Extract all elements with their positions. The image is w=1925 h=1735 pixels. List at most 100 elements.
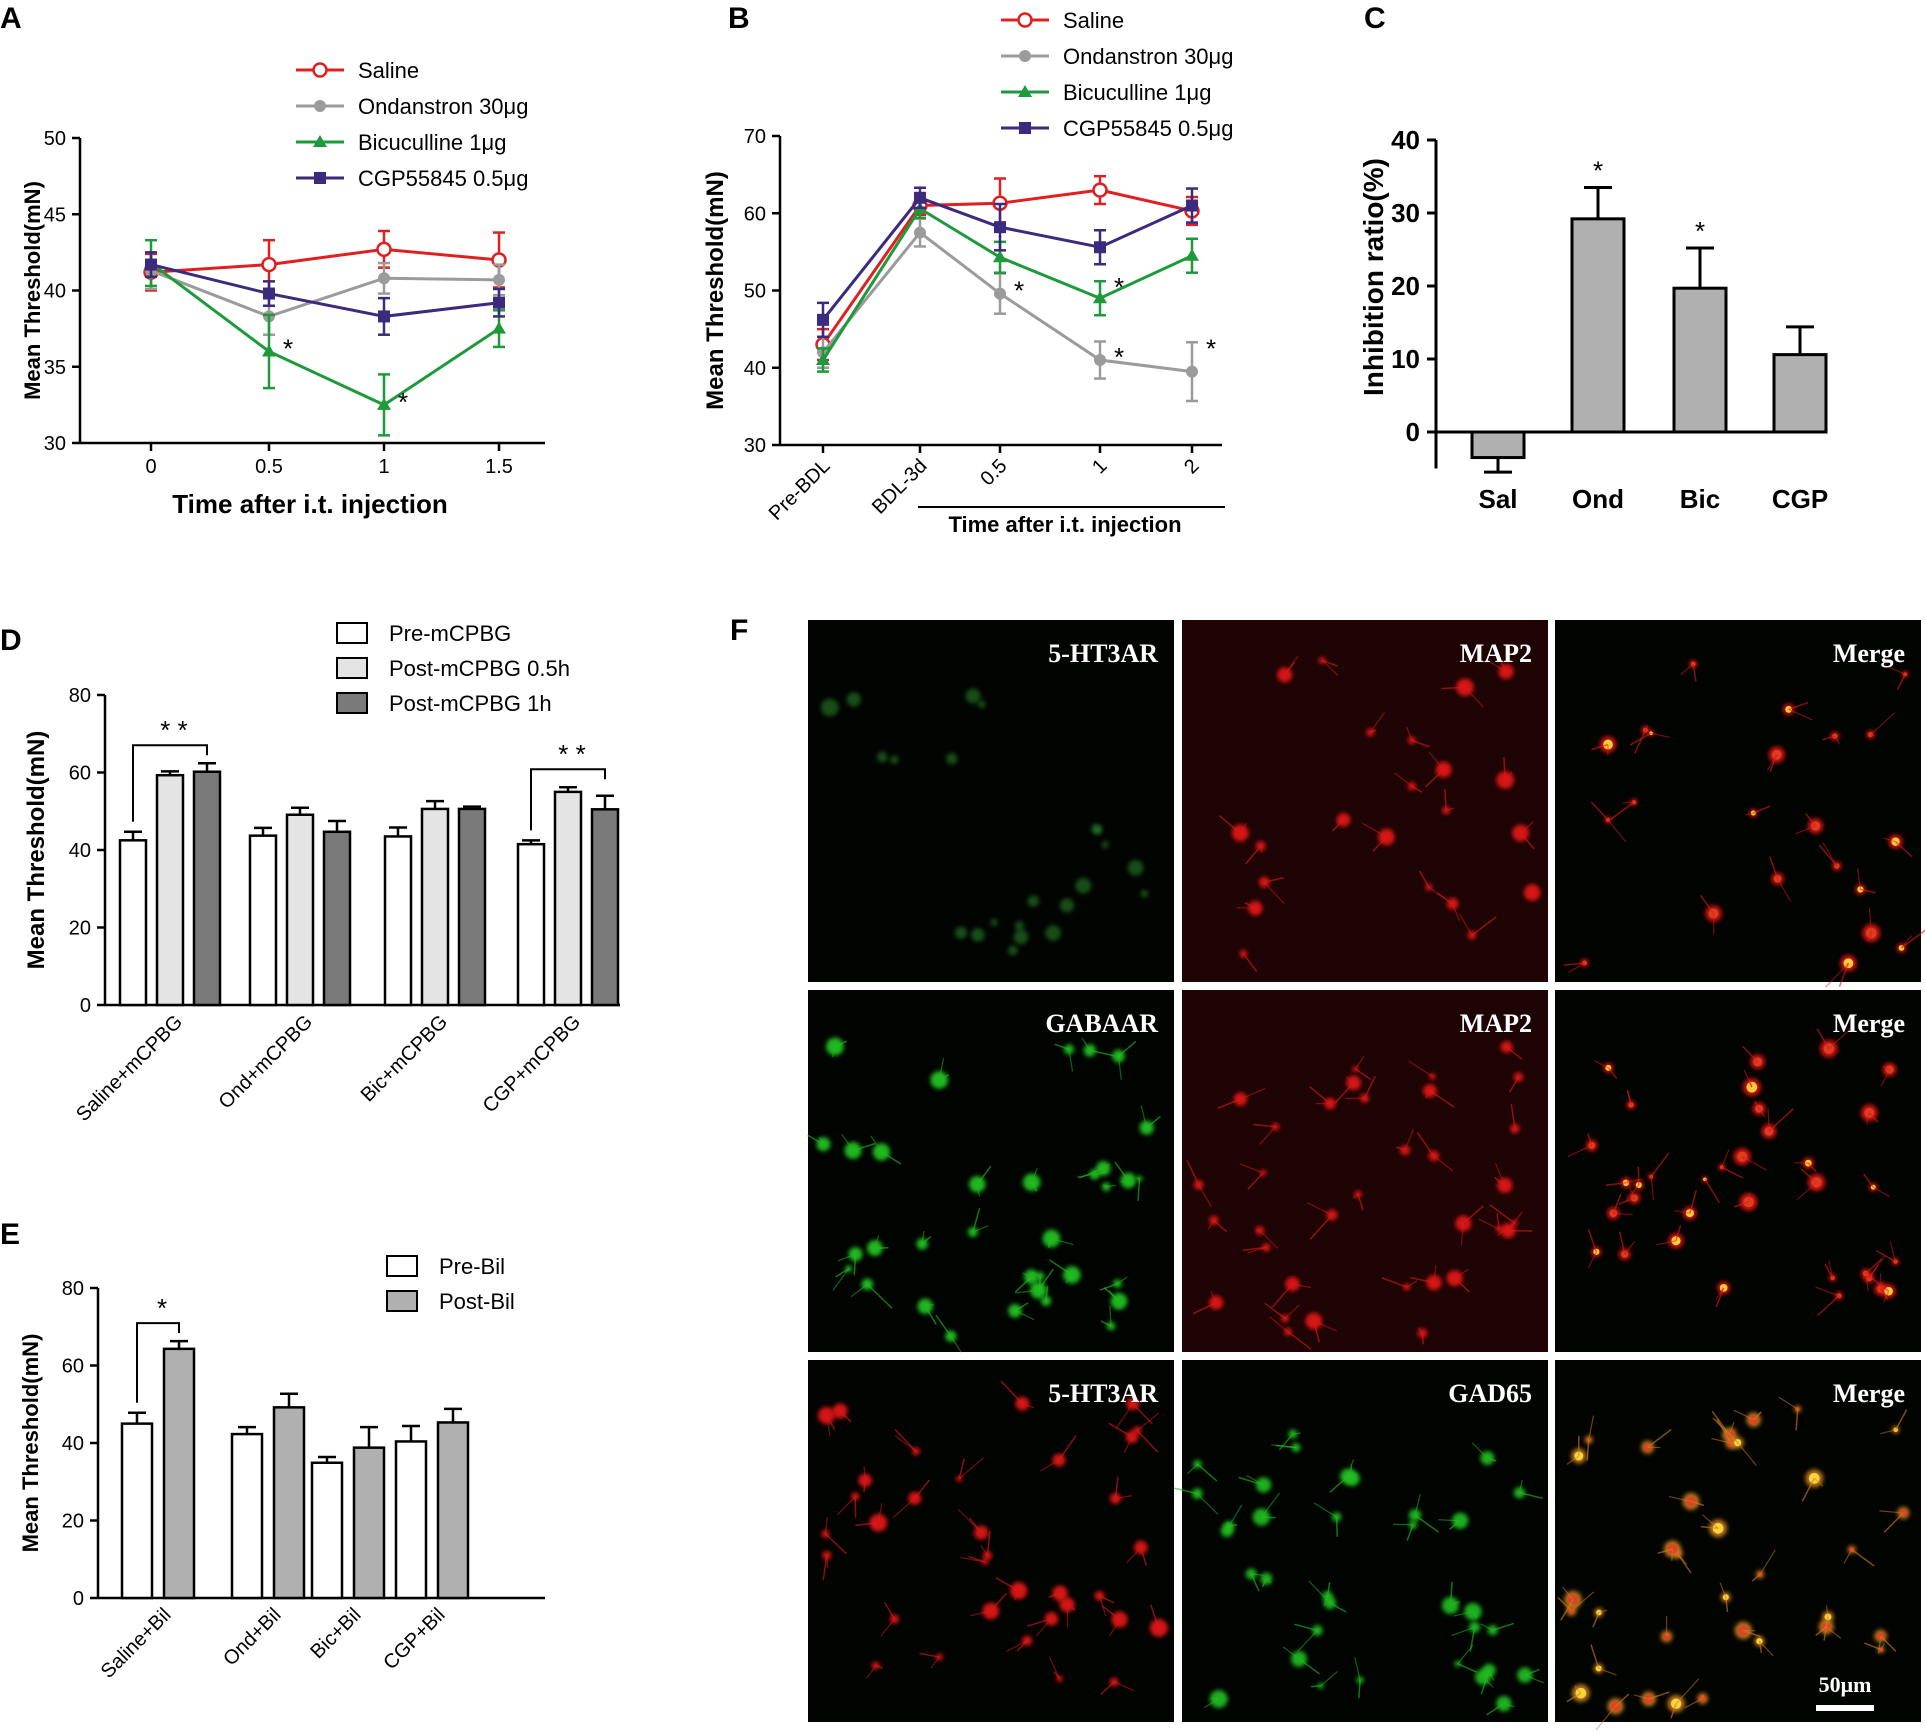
cell-process [1369,712,1386,733]
cell-body [1013,929,1029,945]
legend-label: Ondanstron 30μg [1063,44,1233,69]
cell-process [1486,1703,1505,1716]
cell-process [1419,870,1430,888]
cell-process [1192,1302,1217,1315]
cell-process [1103,1163,1110,1169]
cell-process [1895,841,1913,858]
significance-mark: * * [558,739,585,769]
x-tick-label: BDL-3d [868,455,932,519]
cell-process [1242,1246,1267,1251]
cell-process [1880,1635,1897,1652]
cell-process [1321,659,1339,676]
cell-process [1264,1302,1286,1319]
micrograph-panel: 5-HT3AR MAP2 Merge GABAAR MAP2 Merge 5-HT3AR GA… [807,620,1925,1731]
x-tick-label: 2 [1180,455,1203,478]
cell-process [1788,701,1809,711]
cell-body [1014,921,1025,931]
y-tick-label: 20 [62,1511,84,1533]
cell-process [1259,1126,1276,1145]
cell-process [1174,1487,1198,1495]
cell-process [1352,1193,1359,1199]
cell-process [1508,1076,1520,1093]
cell-process [914,1479,930,1499]
cell-process [1108,1290,1120,1302]
cell-process [1292,1432,1301,1435]
cell-process [1795,1409,1799,1431]
cell-process [1626,1089,1632,1106]
cell-process [1721,1166,1743,1179]
cell-process [1393,1523,1413,1526]
bar [118,839,148,1007]
y-tick-label: 10 [1391,344,1420,374]
cell-process [1497,654,1507,672]
cell-body [954,926,968,940]
cell-process [874,1235,880,1249]
cell-process [938,1057,945,1081]
cell-process [1766,754,1778,771]
cell-process [1309,1214,1333,1240]
y-tick-label: 80 [62,1278,84,1300]
cell-process [1863,1173,1874,1188]
significance-mark: * * [160,715,187,745]
cell-process [1045,1286,1049,1301]
scale-bar-label: 50μm [1819,1672,1872,1697]
y-axis-title: Mean Threshold(mN) [23,731,50,970]
legend-marker [1017,12,1033,28]
significance-bracket [136,1322,180,1403]
cell-process [1690,1500,1705,1507]
cell-process [1867,932,1872,941]
cell-process [1114,1161,1129,1181]
cell-process [930,1656,940,1669]
cell-process [1381,1277,1408,1288]
bar [553,790,583,1007]
significance-mark: * [1114,272,1124,302]
data-point [376,241,392,258]
legend-label: Post-mCPBG 1h [389,691,552,716]
cell-process [1117,1056,1122,1080]
cell-process [1336,819,1344,824]
cell-process [837,1496,856,1516]
cell-process [1425,1090,1431,1099]
cell-process [1406,1280,1418,1288]
cell-process [1650,1176,1655,1200]
cell-process [1238,1476,1264,1486]
cell-process [1247,1172,1264,1190]
cell-body [990,919,998,927]
cell-process [1115,1495,1132,1499]
cell-process [865,1665,877,1679]
cell-process [1260,1492,1281,1518]
cell-body [890,755,899,764]
cell-process [1454,1277,1471,1293]
cell-process [1872,1186,1890,1198]
cell-process [1813,1477,1824,1487]
cell-process [1022,1272,1032,1278]
cell-process [1613,1212,1633,1216]
cell-process [1520,832,1535,850]
cell-process [1711,1437,1732,1444]
bar [230,1432,264,1600]
cell-process [1769,856,1779,880]
cell-process [1109,1619,1121,1637]
cell-body [820,698,839,717]
cell-process [877,1503,883,1523]
cell-process [1824,1263,1834,1279]
significance-mark: * [1014,276,1024,306]
cell-process [1240,953,1244,959]
cell-process [1883,1512,1904,1533]
bar [322,830,352,1007]
cell-process [1016,1640,1028,1652]
cell-process [1310,1685,1321,1688]
x-tick-label: 0 [145,456,156,478]
x-tick-label: Bic [1680,484,1720,514]
cell-process [835,1268,850,1278]
cell-process [1742,1045,1759,1063]
cell-process [1217,1098,1241,1110]
x-tick-label: 0.5 [976,455,1011,490]
cell-process [986,1530,991,1556]
cell-overlap [1865,927,1877,939]
cell-process [1117,1276,1128,1285]
bar [272,1406,306,1600]
cell-process [1496,1213,1500,1230]
x-tick-label: Ond+Bil [219,1604,285,1670]
cell-process [1480,1670,1490,1695]
